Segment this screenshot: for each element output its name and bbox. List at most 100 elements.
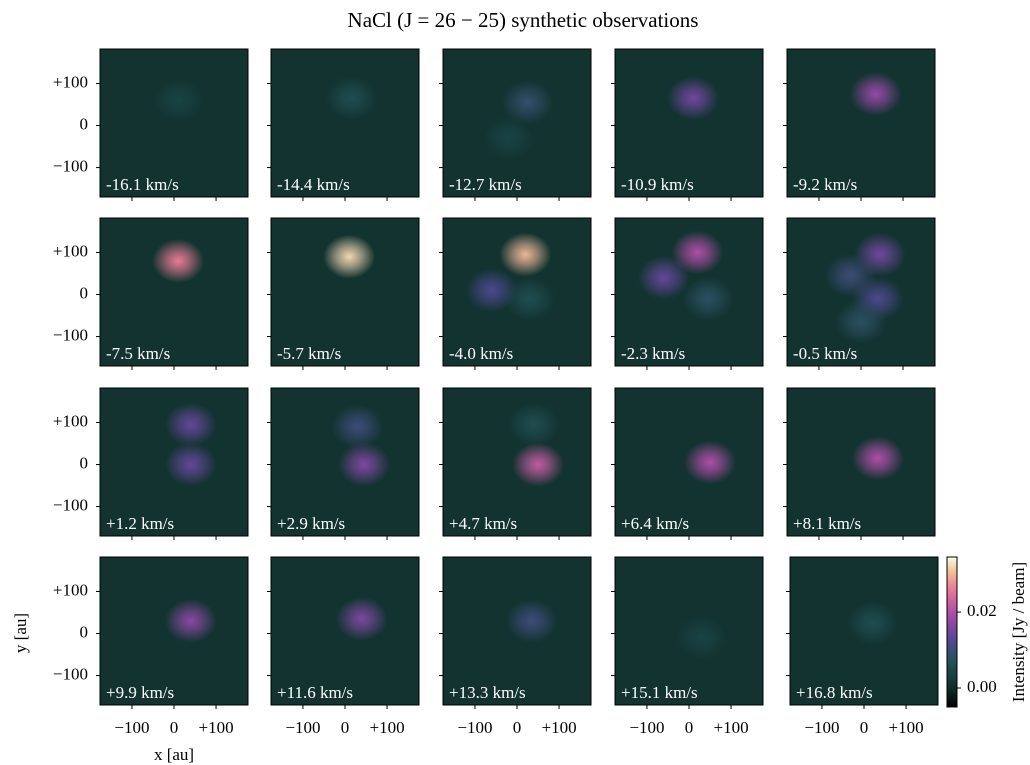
panel: -7.5 km/s −100 0 +100	[53, 218, 248, 370]
emission-peak	[499, 233, 551, 277]
emission	[506, 599, 558, 643]
emission	[152, 239, 204, 283]
y-tick-label: −100	[53, 664, 88, 683]
emission-peak	[152, 239, 204, 283]
panel-label: -7.5 km/s	[106, 344, 170, 363]
x-tick-label: −100	[114, 718, 149, 737]
panel: +1.2 km/s −100 0 +100	[53, 388, 248, 540]
emission-peak	[846, 601, 898, 645]
panel-label: -12.7 km/s	[449, 175, 522, 194]
panel-label: -0.5 km/s	[793, 344, 857, 363]
panel-label: -5.7 km/s	[277, 344, 341, 363]
emission-peak	[336, 597, 388, 641]
y-tick-label: 0	[80, 114, 89, 133]
panel-label: +6.4 km/s	[621, 514, 689, 533]
panel-label: +16.8 km/s	[796, 683, 873, 702]
emission-peak	[508, 403, 560, 447]
emission-peak	[332, 405, 384, 449]
emission-peak	[165, 443, 217, 487]
x-tick-label: 0	[513, 718, 522, 737]
panel: -4.0 km/s	[439, 218, 591, 370]
chart: NaCl (J = 26 − 25) synthetic observation…	[0, 0, 1030, 765]
y-tick-label: 0	[80, 622, 89, 641]
emission-peak	[850, 72, 902, 116]
y-axis-label: y [au]	[11, 613, 30, 653]
emission-peak	[506, 599, 558, 643]
panel: -12.7 km/s	[439, 49, 591, 201]
panel: -5.7 km/s	[267, 218, 419, 370]
y-tick-label: +100	[53, 72, 88, 91]
panel: +8.1 km/s	[783, 388, 935, 540]
panel: +15.1 km/s −100 0 +100	[611, 557, 763, 737]
panel-label: -14.4 km/s	[277, 175, 350, 194]
colorbar-label: Intensity [Jy / beam]	[1009, 562, 1028, 702]
x-tick-label: 0	[685, 718, 694, 737]
panel-label: -10.9 km/s	[621, 175, 694, 194]
emission	[846, 601, 898, 645]
y-tick-label: 0	[80, 283, 89, 302]
emission-peak	[676, 616, 728, 660]
emission-peak	[667, 76, 719, 120]
panel: +4.7 km/s	[439, 388, 591, 540]
panel: +6.4 km/s	[611, 388, 763, 540]
y-tick-label: +100	[53, 580, 88, 599]
panel: -0.5 km/s	[783, 218, 935, 370]
y-tick-label: −100	[53, 495, 88, 514]
emission-peak	[325, 76, 377, 120]
panel: -14.4 km/s	[267, 49, 419, 201]
emission-peak	[638, 256, 690, 300]
emission-peak	[323, 235, 375, 279]
emission-peak	[152, 78, 204, 122]
y-tick-label: 0	[80, 453, 89, 472]
emission-peak	[512, 443, 564, 487]
emission	[667, 76, 719, 120]
x-tick-label: −100	[285, 718, 320, 737]
panel: -10.9 km/s	[611, 49, 763, 201]
emission-peak	[682, 277, 734, 321]
panel-label: -9.2 km/s	[793, 175, 857, 194]
emission	[676, 616, 728, 660]
panel-label: -4.0 km/s	[449, 344, 513, 363]
emission	[850, 72, 902, 116]
x-tick-label: +100	[541, 718, 576, 737]
panel: -2.3 km/s	[611, 218, 763, 370]
emission-peak	[852, 436, 904, 480]
y-tick-label: +100	[53, 241, 88, 260]
panel-label: +1.2 km/s	[106, 514, 174, 533]
x-tick-label: −100	[629, 718, 664, 737]
panel-label: +4.7 km/s	[449, 514, 517, 533]
emission-peak	[684, 440, 736, 484]
y-tick-label: −100	[53, 325, 88, 344]
panel: -16.1 km/s −100 0 +100	[53, 49, 248, 201]
emission	[684, 440, 736, 484]
x-tick-label: 0	[170, 718, 179, 737]
x-tick-label: +100	[713, 718, 748, 737]
x-tick-label: −100	[457, 718, 492, 737]
emission	[165, 599, 217, 643]
emission	[852, 436, 904, 480]
panel-label: +2.9 km/s	[277, 514, 345, 533]
emission-peak	[165, 599, 217, 643]
emission-peak	[835, 300, 887, 344]
x-tick-label: 0	[860, 718, 869, 737]
x-tick-label: +100	[369, 718, 404, 737]
emission	[336, 597, 388, 641]
emission	[152, 78, 204, 122]
y-tick-label: −100	[53, 156, 88, 175]
x-tick-label: +100	[888, 718, 923, 737]
panel-label: +15.1 km/s	[621, 683, 698, 702]
emission-peak	[338, 443, 390, 487]
panel-label: +11.6 km/s	[277, 683, 353, 702]
x-tick-label: −100	[804, 718, 839, 737]
y-tick-label: +100	[53, 411, 88, 430]
colorbar	[947, 557, 957, 707]
panel-label: -16.1 km/s	[106, 175, 179, 194]
emission	[323, 235, 375, 279]
emission-peak	[483, 116, 535, 160]
panel-label: +8.1 km/s	[793, 514, 861, 533]
x-axis-label: x [au]	[154, 745, 194, 764]
panel: -9.2 km/s	[783, 49, 935, 201]
emission-peak	[165, 403, 217, 447]
